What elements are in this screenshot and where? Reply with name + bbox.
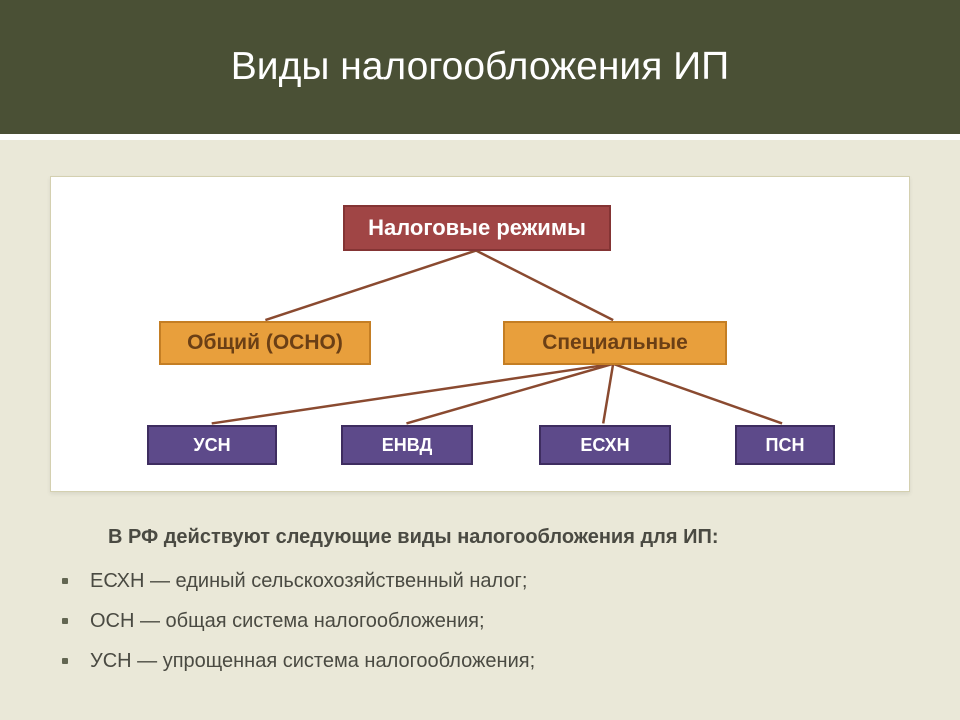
node-level1: Специальные bbox=[503, 321, 727, 365]
node-level1: Общий (ОСНО) bbox=[159, 321, 371, 365]
content-area: Налоговые режимы Общий (ОСНО) Специальные У… bbox=[0, 140, 960, 704]
bullet-list: ЕСХН — единый сельскохозяйственный налог… bbox=[50, 564, 920, 678]
node-root: Налоговые режимы bbox=[343, 205, 611, 251]
page-title: Виды налогообложения ИП bbox=[231, 45, 729, 89]
bullet-icon bbox=[62, 618, 68, 624]
list-item: УСН — упрощенная система налогообложения… bbox=[50, 644, 920, 678]
node-leaf: УСН bbox=[147, 425, 277, 465]
list-item-text: ЕСХН — единый сельскохозяйственный налог… bbox=[90, 564, 527, 598]
text-block: В РФ действуют следующие виды налогообло… bbox=[50, 520, 920, 678]
text-headline: В РФ действуют следующие виды налогообло… bbox=[108, 520, 920, 554]
bullet-icon bbox=[62, 578, 68, 584]
bullet-icon bbox=[62, 658, 68, 664]
list-item-text: УСН — упрощенная система налогообложения… bbox=[90, 644, 535, 678]
header-band: Виды налогообложения ИП bbox=[0, 0, 960, 134]
node-leaf: ЕНВД bbox=[341, 425, 473, 465]
list-item: ОСН — общая система налогообложения; bbox=[50, 604, 920, 638]
list-item: ЕСХН — единый сельскохозяйственный налог… bbox=[50, 564, 920, 598]
node-leaf: ПСН bbox=[735, 425, 835, 465]
node-leaf: ЕСХН bbox=[539, 425, 671, 465]
diagram-card: Налоговые режимы Общий (ОСНО) Специальные У… bbox=[50, 176, 910, 492]
list-item-text: ОСН — общая система налогообложения; bbox=[90, 604, 485, 638]
